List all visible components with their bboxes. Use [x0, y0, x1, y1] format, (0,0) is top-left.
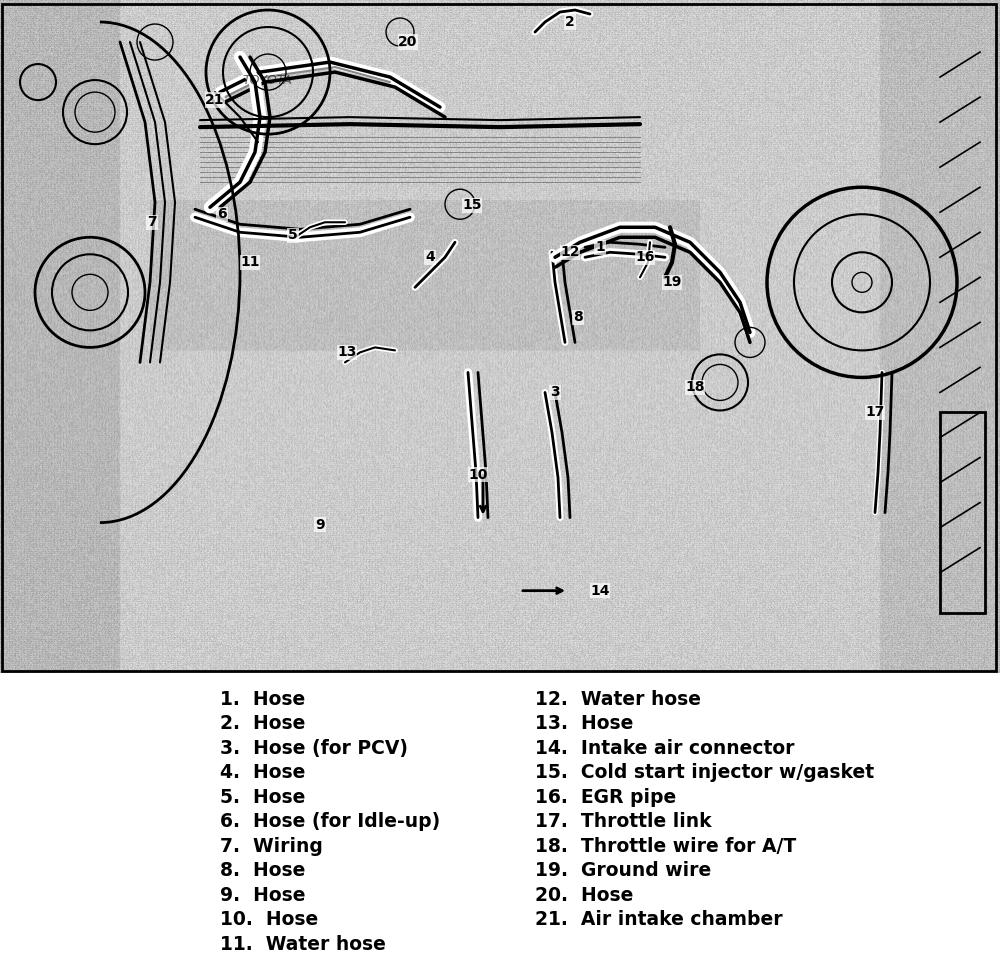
Text: 11.  Water hose: 11. Water hose — [220, 935, 386, 953]
Text: 12: 12 — [560, 245, 580, 259]
Text: 1.  Hose: 1. Hose — [220, 690, 305, 709]
Text: 15: 15 — [462, 198, 482, 212]
Text: 12.  Water hose: 12. Water hose — [535, 690, 701, 709]
Text: 5: 5 — [288, 228, 298, 242]
Text: 6.  Hose (for Idle-up): 6. Hose (for Idle-up) — [220, 812, 440, 832]
Text: 13: 13 — [337, 346, 357, 359]
Text: 18.  Throttle wire for A/T: 18. Throttle wire for A/T — [535, 837, 796, 856]
Text: 9.  Hose: 9. Hose — [220, 886, 306, 905]
Text: 4: 4 — [425, 251, 435, 264]
Text: 11: 11 — [240, 256, 260, 269]
Text: 9: 9 — [315, 518, 325, 531]
Text: 16.  EGR pipe: 16. EGR pipe — [535, 788, 676, 807]
Text: 13.  Hose: 13. Hose — [535, 714, 633, 734]
Text: TOYOTA: TOYOTA — [242, 74, 292, 86]
Text: 15.  Cold start injector w/gasket: 15. Cold start injector w/gasket — [535, 764, 874, 782]
Bar — [940, 412, 985, 613]
Text: 8.  Hose: 8. Hose — [220, 862, 305, 880]
Text: 7.  Wiring: 7. Wiring — [220, 837, 323, 856]
Text: 20: 20 — [398, 35, 418, 49]
Text: 2.  Hose: 2. Hose — [220, 714, 305, 734]
Text: 17: 17 — [865, 406, 885, 419]
Text: 3: 3 — [550, 385, 560, 400]
Text: 21.  Air intake chamber: 21. Air intake chamber — [535, 910, 783, 929]
Text: 17.  Throttle link: 17. Throttle link — [535, 812, 712, 832]
Text: 14: 14 — [590, 584, 610, 597]
Text: 2: 2 — [565, 15, 575, 29]
Text: 6: 6 — [217, 207, 227, 222]
Text: 18: 18 — [685, 380, 705, 394]
Text: 14.  Intake air connector: 14. Intake air connector — [535, 739, 794, 758]
Text: 4.  Hose: 4. Hose — [220, 764, 305, 782]
Text: 8: 8 — [573, 311, 583, 324]
Text: 16: 16 — [635, 251, 655, 264]
Text: 5.  Hose: 5. Hose — [220, 788, 305, 807]
Text: 20.  Hose: 20. Hose — [535, 886, 633, 905]
Text: 10.  Hose: 10. Hose — [220, 910, 318, 929]
Text: 10: 10 — [468, 468, 488, 481]
Text: 19: 19 — [662, 275, 682, 289]
Text: 7: 7 — [147, 215, 157, 229]
Text: 19.  Ground wire: 19. Ground wire — [535, 862, 711, 880]
Text: 3.  Hose (for PCV): 3. Hose (for PCV) — [220, 739, 408, 758]
Text: 1: 1 — [595, 240, 605, 255]
Text: 21: 21 — [205, 93, 225, 107]
